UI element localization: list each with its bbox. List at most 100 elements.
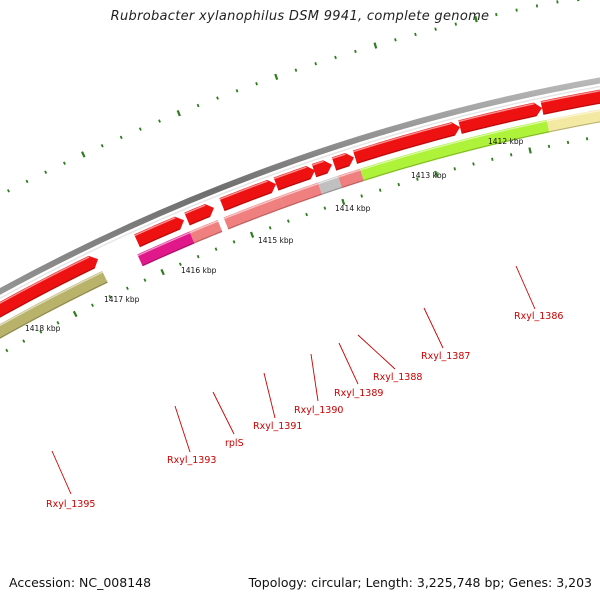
feature-cds bbox=[134, 216, 184, 248]
kbp-tick bbox=[434, 27, 437, 31]
gene-label-rxyl_1391[interactable]: Rxyl_1391 bbox=[253, 421, 302, 432]
feature-cds bbox=[311, 160, 332, 178]
feature-cds bbox=[331, 152, 354, 171]
feature-segment bbox=[360, 119, 550, 182]
gene-label-rxyl_1388[interactable]: Rxyl_1388 bbox=[373, 372, 422, 383]
kbp-tick-inner bbox=[547, 144, 551, 149]
kbp-tick-inner bbox=[143, 278, 147, 282]
kbp-tick-inner bbox=[360, 194, 364, 198]
kbp-tick-inner bbox=[286, 219, 290, 223]
kbp-tick-inner bbox=[472, 162, 475, 166]
kbp-tick-inner bbox=[232, 240, 236, 244]
gene-label-rxyl_1389[interactable]: Rxyl_1389 bbox=[334, 388, 383, 399]
kbp-tick-inner bbox=[268, 226, 272, 230]
kbp-tick-inner bbox=[305, 212, 308, 217]
kbp-tick-inner bbox=[56, 321, 60, 325]
kbp-tick bbox=[196, 103, 200, 108]
kbp-tick-inner bbox=[416, 177, 419, 181]
kbp-tick-inner bbox=[160, 268, 165, 276]
feature-segment bbox=[546, 109, 600, 133]
kbp-tick-inner bbox=[323, 206, 327, 210]
feature-cds bbox=[458, 102, 542, 134]
backbone-inner bbox=[0, 85, 600, 300]
kbp-tick-inner bbox=[196, 254, 200, 259]
kbp-tick bbox=[495, 12, 498, 17]
feature-cds bbox=[184, 204, 214, 226]
kbp-label-1418: 1418 kbp bbox=[25, 324, 61, 333]
genome-backbone bbox=[0, 77, 600, 300]
leader-line-rxyl_1390 bbox=[310, 353, 319, 402]
kbp-tick bbox=[235, 89, 239, 93]
leader-line-rxyl_1388 bbox=[357, 334, 396, 370]
kbp-label-1414: 1414 kbp bbox=[335, 204, 371, 213]
feature-cds bbox=[273, 166, 315, 191]
feature-segment bbox=[137, 231, 195, 267]
kbp-tick bbox=[255, 82, 258, 86]
kbp-label-1417: 1417 kbp bbox=[104, 295, 140, 304]
feature-segment bbox=[317, 175, 343, 195]
gene-label-rxyl_1386[interactable]: Rxyl_1386 bbox=[514, 311, 563, 322]
tick-marks bbox=[5, 0, 589, 353]
leader-line-rxyl_1391 bbox=[263, 372, 276, 419]
kbp-tick-inner bbox=[214, 247, 218, 251]
leader-line-rxyl_1389 bbox=[338, 342, 359, 385]
feature-segment bbox=[337, 168, 364, 189]
feature-track bbox=[0, 89, 600, 339]
kbp-tick-inner bbox=[125, 286, 129, 291]
kbp-tick bbox=[515, 8, 518, 12]
kbp-tick-inner bbox=[397, 182, 401, 187]
label-leader-lines bbox=[51, 265, 536, 495]
accession-text: Accession: NC_008148 bbox=[9, 575, 152, 590]
kbp-tick bbox=[354, 49, 357, 54]
kbp-tick bbox=[454, 22, 458, 26]
kbp-tick bbox=[81, 151, 86, 158]
kbp-tick bbox=[274, 73, 279, 81]
kbp-tick-inner bbox=[178, 262, 182, 267]
kbp-tick-inner bbox=[5, 348, 9, 353]
map-title: Rubrobacter xylanophilus DSM 9941, compl… bbox=[110, 9, 490, 24]
kbp-tick bbox=[577, 0, 580, 2]
kbp-label-1415: 1415 kbp bbox=[258, 236, 294, 245]
kbp-tick bbox=[119, 135, 123, 140]
feature-cds bbox=[219, 179, 276, 212]
kbp-tick-inner bbox=[566, 140, 570, 145]
kbp-tick-inner bbox=[434, 170, 438, 178]
feature-segment bbox=[0, 270, 108, 339]
feature-cds bbox=[540, 89, 600, 115]
gene-label-rxyl_1390[interactable]: Rxyl_1390 bbox=[294, 405, 343, 416]
kbp-tick bbox=[414, 32, 417, 37]
gene-label-rpls[interactable]: rplS bbox=[225, 438, 244, 449]
kbp-tick-inner bbox=[491, 157, 494, 161]
kbp-tick-inner bbox=[378, 188, 382, 192]
feature-segment bbox=[189, 219, 223, 244]
feature-cds bbox=[352, 122, 460, 164]
kbp-tick-inner bbox=[585, 137, 589, 141]
feature-cds bbox=[0, 255, 98, 318]
kbp-tick bbox=[334, 55, 337, 60]
kbp-tick-inner bbox=[341, 198, 346, 206]
gene-label-rxyl_1393[interactable]: Rxyl_1393 bbox=[167, 455, 216, 466]
leader-line-rxyl_1395 bbox=[51, 450, 72, 495]
kbp-label-1413: 1413 kbp bbox=[411, 171, 447, 180]
kbp-tick bbox=[474, 16, 478, 23]
feature-segment bbox=[223, 196, 285, 230]
genome-summary-text: Topology: circular; Length: 3,225,748 bp… bbox=[248, 575, 592, 590]
kbp-tick bbox=[62, 161, 66, 165]
kbp-tick bbox=[44, 170, 48, 174]
gene-label-rxyl_1395[interactable]: Rxyl_1395 bbox=[46, 499, 95, 510]
kbp-tick bbox=[158, 119, 161, 123]
kbp-tick-inner bbox=[528, 147, 532, 154]
kbp-tick-inner bbox=[91, 303, 94, 307]
gene-label-rxyl_1387[interactable]: Rxyl_1387 bbox=[421, 351, 470, 362]
backbone-outer bbox=[0, 77, 600, 295]
kbp-tick bbox=[176, 109, 181, 117]
feature-segment bbox=[279, 182, 323, 209]
kbp-tick-inner bbox=[22, 339, 26, 343]
kbp-tick-inner bbox=[453, 167, 456, 171]
kbp-tick bbox=[294, 68, 298, 72]
kbp-label-1416: 1416 kbp bbox=[181, 266, 217, 275]
leader-line-rxyl_1393 bbox=[174, 405, 191, 453]
kbp-tick-inner bbox=[72, 310, 78, 318]
leader-line-rxyl_1386 bbox=[515, 265, 536, 310]
